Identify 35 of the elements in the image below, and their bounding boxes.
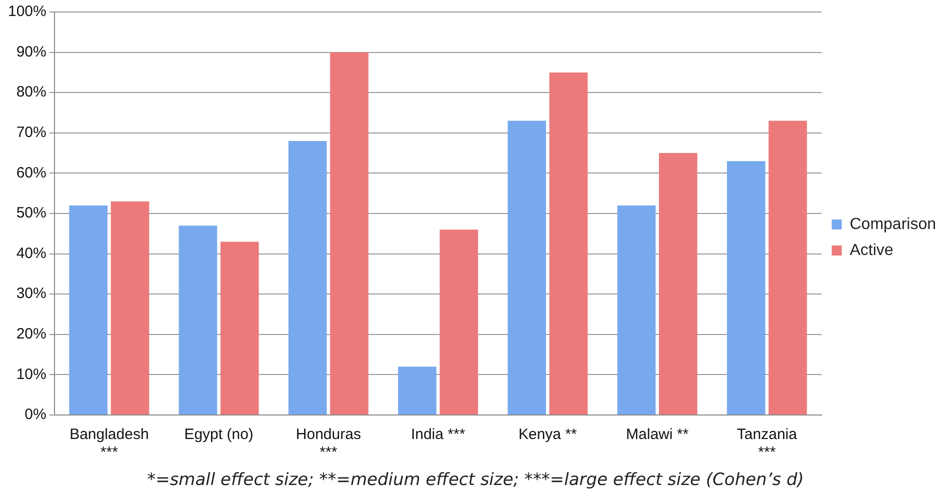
bar <box>508 120 546 414</box>
text: *=small effect size; **=medium effect size; ***=large effect size (Cohen’s d) <box>146 470 805 490</box>
bar <box>726 161 766 414</box>
x-tick-label: Honduras *** <box>296 426 361 462</box>
x-tick-label: Malawi ** <box>626 426 689 444</box>
y-tick-label: 0% <box>24 406 46 424</box>
bar <box>220 242 259 414</box>
bar <box>110 201 150 414</box>
y-tick-label: 20% <box>16 326 46 343</box>
bar <box>617 205 656 414</box>
bar <box>398 366 436 414</box>
x-tick-label: Kenya ** <box>518 426 578 444</box>
y-tick-label: 90% <box>16 43 46 60</box>
x-tick-label: Bangladesh *** <box>70 426 149 462</box>
y-tick-label: 50% <box>16 204 46 222</box>
x-tick-label: India *** <box>410 426 466 444</box>
bar <box>178 226 218 414</box>
legend-label: Active <box>850 242 894 259</box>
y-tick-label: 60% <box>16 164 46 182</box>
x-tick-label: Tanzania *** <box>736 426 798 462</box>
y-tick-label: 70% <box>16 124 46 142</box>
bar <box>768 120 807 414</box>
y-tick-label: 10% <box>16 366 46 383</box>
bar <box>330 52 368 414</box>
y-tick-label: 30% <box>16 285 46 302</box>
y-tick-label: 40% <box>16 244 46 262</box>
x-tick-label: Egypt (no) <box>184 426 254 444</box>
bar <box>288 140 327 414</box>
bar <box>69 205 108 414</box>
bar <box>658 153 698 414</box>
bar <box>440 230 478 414</box>
legend-label: Comparison <box>850 216 936 233</box>
bar <box>549 72 588 414</box>
y-tick-label: 80% <box>16 84 46 101</box>
y-tick-label: 100% <box>8 3 46 20</box>
